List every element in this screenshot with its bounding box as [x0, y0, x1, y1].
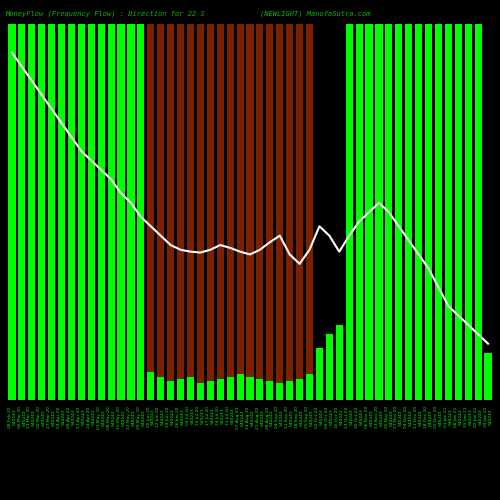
Bar: [256, 380, 264, 400]
Bar: [226, 376, 234, 400]
Bar: [68, 24, 75, 400]
Bar: [167, 24, 174, 400]
Bar: [216, 24, 224, 400]
Bar: [167, 381, 174, 400]
Bar: [484, 353, 492, 400]
Text: (NEWLIGHT) ManofaSutra.com: (NEWLIGHT) ManofaSutra.com: [260, 10, 370, 16]
Bar: [474, 24, 482, 400]
Bar: [356, 24, 362, 400]
Bar: [336, 325, 343, 400]
Text: MoneyFlow (Frequency Flow) : Direction for 22 S: MoneyFlow (Frequency Flow) : Direction f…: [5, 10, 205, 16]
Bar: [425, 24, 432, 400]
Bar: [88, 24, 95, 400]
Bar: [8, 24, 16, 400]
Bar: [236, 24, 244, 400]
Bar: [464, 24, 472, 400]
Bar: [147, 372, 154, 400]
Bar: [38, 24, 46, 400]
Bar: [197, 24, 204, 400]
Bar: [187, 24, 194, 400]
Bar: [405, 24, 412, 400]
Bar: [445, 24, 452, 400]
Bar: [216, 380, 224, 400]
Bar: [187, 378, 194, 400]
Bar: [128, 24, 134, 400]
Bar: [78, 24, 85, 400]
Bar: [326, 334, 333, 400]
Bar: [266, 24, 274, 400]
Bar: [276, 24, 283, 400]
Bar: [207, 24, 214, 400]
Bar: [28, 24, 36, 400]
Bar: [395, 24, 402, 400]
Bar: [286, 381, 293, 400]
Bar: [454, 24, 462, 400]
Bar: [147, 24, 154, 400]
Bar: [118, 24, 124, 400]
Bar: [286, 24, 293, 400]
Bar: [246, 376, 254, 400]
Bar: [157, 376, 164, 400]
Bar: [246, 24, 254, 400]
Bar: [366, 24, 372, 400]
Bar: [207, 381, 214, 400]
Bar: [376, 24, 382, 400]
Bar: [177, 24, 184, 400]
Bar: [306, 24, 313, 400]
Bar: [58, 24, 65, 400]
Bar: [197, 383, 204, 400]
Bar: [108, 24, 114, 400]
Bar: [316, 348, 323, 400]
Bar: [177, 380, 184, 400]
Bar: [266, 381, 274, 400]
Bar: [296, 24, 303, 400]
Bar: [157, 24, 164, 400]
Bar: [226, 24, 234, 400]
Bar: [296, 380, 303, 400]
Bar: [256, 24, 264, 400]
Bar: [236, 374, 244, 400]
Bar: [18, 24, 26, 400]
Bar: [98, 24, 105, 400]
Bar: [276, 383, 283, 400]
Bar: [435, 24, 442, 400]
Bar: [346, 24, 353, 400]
Bar: [48, 24, 55, 400]
Bar: [415, 24, 422, 400]
Bar: [138, 24, 144, 400]
Bar: [386, 24, 392, 400]
Bar: [306, 374, 313, 400]
